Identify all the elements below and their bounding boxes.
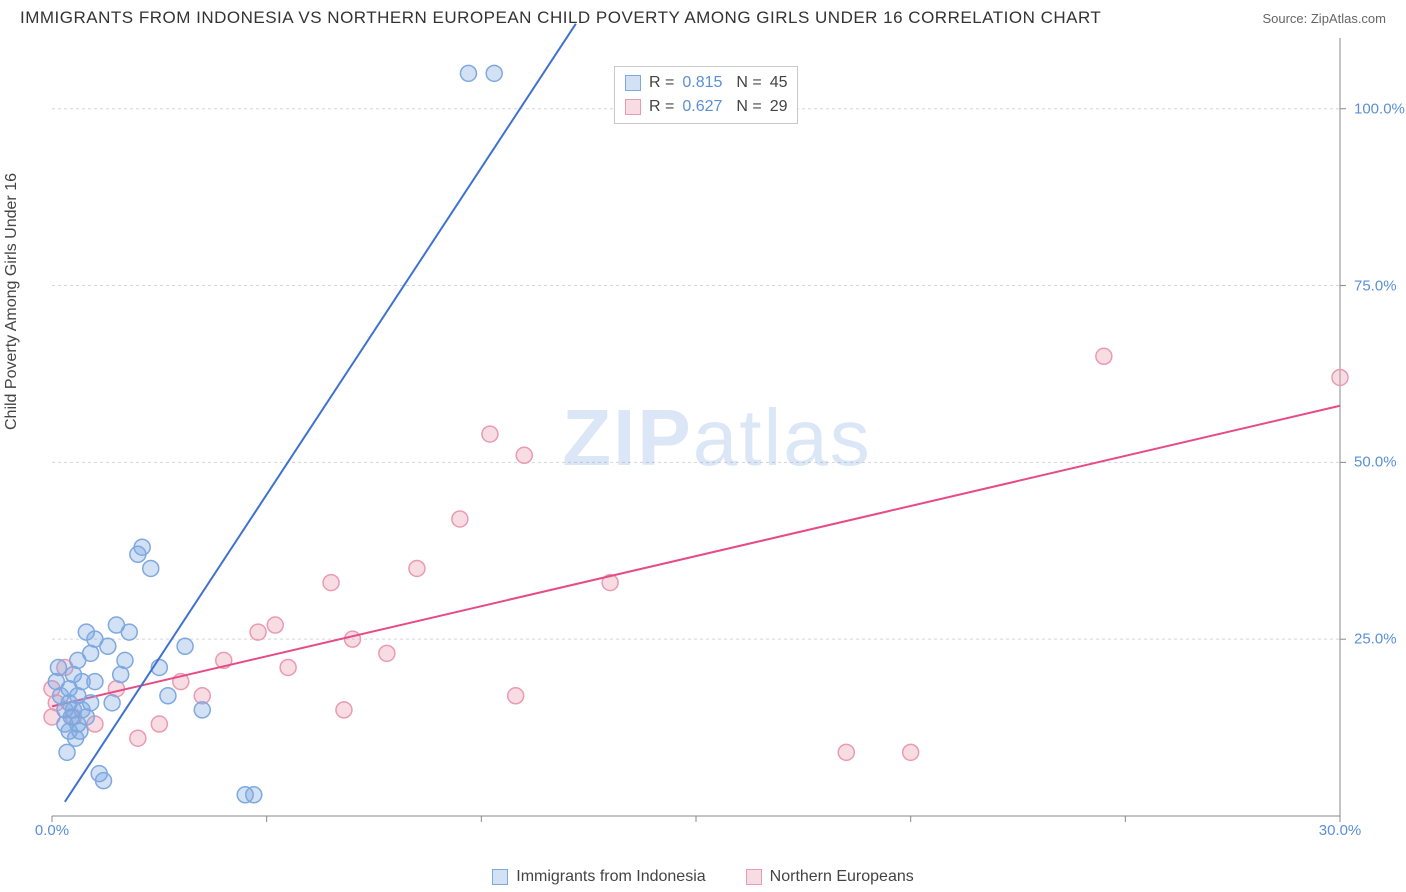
legend-label: Immigrants from Indonesia: [516, 868, 705, 886]
scatter-point: [1096, 348, 1112, 364]
chart-title: IMMIGRANTS FROM INDONESIA VS NORTHERN EU…: [20, 8, 1101, 28]
scatter-point: [336, 702, 352, 718]
y-tick-label: 75.0%: [1354, 277, 1397, 294]
scatter-point: [323, 575, 339, 591]
scatter-point: [903, 744, 919, 760]
y-tick-label: 50.0%: [1354, 454, 1397, 471]
scatter-point: [83, 695, 99, 711]
n-value: 29: [770, 95, 788, 119]
legend-swatch-icon: [625, 75, 641, 91]
scatter-point: [379, 645, 395, 661]
scatter-point: [246, 787, 262, 803]
scatter-point: [409, 560, 425, 576]
series-legend: Immigrants from Indonesia Northern Europ…: [0, 868, 1406, 886]
y-tick-label: 100.0%: [1354, 100, 1405, 117]
scatter-point: [194, 702, 210, 718]
scatter-point: [59, 744, 75, 760]
legend-item-indonesia: Immigrants from Indonesia: [492, 868, 705, 886]
scatter-point: [460, 65, 476, 81]
n-label: N =: [736, 71, 761, 95]
legend-swatch-icon: [625, 99, 641, 115]
scatter-point: [50, 659, 66, 675]
scatter-point: [250, 624, 266, 640]
x-tick-label: 0.0%: [35, 822, 69, 839]
y-axis-label: Child Poverty Among Girls Under 16: [3, 173, 21, 430]
source-label: Source:: [1262, 11, 1310, 26]
scatter-point: [130, 730, 146, 746]
r-label: R =: [649, 71, 674, 95]
r-value: 0.627: [682, 95, 728, 119]
correlation-legend: R = 0.815 N = 45 R = 0.627 N = 29: [614, 66, 798, 124]
y-tick-label: 25.0%: [1354, 631, 1397, 648]
scatter-point: [151, 716, 167, 732]
scatter-point: [104, 695, 120, 711]
n-label: N =: [736, 95, 761, 119]
legend-stats-row: R = 0.815 N = 45: [625, 71, 787, 95]
legend-item-northern: Northern Europeans: [746, 868, 914, 886]
r-value: 0.815: [682, 71, 728, 95]
scatter-point: [100, 638, 116, 654]
scatter-point: [452, 511, 468, 527]
chart-area: ZIPatlas R =0.815N =45R =0.627N =29 25.0…: [52, 38, 1382, 838]
legend-swatch-icon: [492, 869, 508, 885]
x-tick-label: 30.0%: [1319, 822, 1362, 839]
scatter-point: [121, 624, 137, 640]
scatter-point: [516, 447, 532, 463]
scatter-point: [87, 674, 103, 690]
scatter-point: [482, 426, 498, 442]
scatter-point: [267, 617, 283, 633]
scatter-point: [345, 631, 361, 647]
scatter-point: [160, 688, 176, 704]
n-value: 45: [770, 71, 788, 95]
scatter-point: [486, 65, 502, 81]
scatter-point: [177, 638, 193, 654]
regression-line: [65, 24, 576, 802]
r-label: R =: [649, 95, 674, 119]
scatter-point: [280, 659, 296, 675]
chart-source: Source: ZipAtlas.com: [1262, 11, 1386, 26]
legend-stats-row: R = 0.627 N = 29: [625, 95, 787, 119]
scatter-point: [143, 560, 159, 576]
chart-header: IMMIGRANTS FROM INDONESIA VS NORTHERN EU…: [0, 0, 1406, 32]
scatter-plot-svg: [52, 38, 1340, 816]
scatter-point: [1332, 369, 1348, 385]
scatter-point: [96, 773, 112, 789]
legend-label: Northern Europeans: [770, 868, 914, 886]
scatter-point: [117, 652, 133, 668]
regression-line: [52, 406, 1340, 707]
scatter-point: [838, 744, 854, 760]
scatter-point: [508, 688, 524, 704]
legend-swatch-icon: [746, 869, 762, 885]
scatter-point: [134, 539, 150, 555]
source-value: ZipAtlas.com: [1311, 11, 1386, 26]
